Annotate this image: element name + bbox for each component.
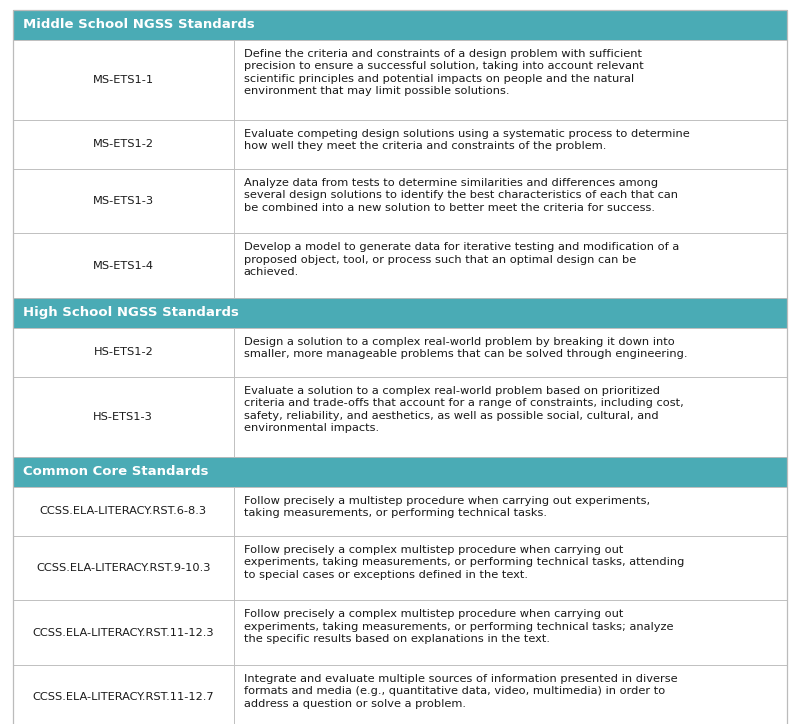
- Bar: [234, 600, 787, 665]
- Bar: [13, 120, 234, 169]
- Bar: [234, 536, 787, 600]
- Bar: [234, 665, 787, 724]
- Text: CCSS.ELA-LITERACY.RST.11-12.7: CCSS.ELA-LITERACY.RST.11-12.7: [33, 692, 214, 702]
- Text: HS-ETS1-3: HS-ETS1-3: [94, 412, 154, 422]
- Text: Evaluate a solution to a complex real-world problem based on prioritized
criteri: Evaluate a solution to a complex real-wo…: [243, 386, 683, 433]
- Text: Integrate and evaluate multiple sources of information presented in diverse
form: Integrate and evaluate multiple sources …: [243, 674, 678, 709]
- Text: Develop a model to generate data for iterative testing and modification of a
pro: Develop a model to generate data for ite…: [243, 243, 679, 277]
- Text: High School NGSS Standards: High School NGSS Standards: [23, 306, 239, 319]
- Bar: [13, 40, 234, 120]
- Text: Middle School NGSS Standards: Middle School NGSS Standards: [23, 19, 254, 32]
- Text: MS-ETS1-2: MS-ETS1-2: [93, 140, 154, 149]
- Text: Common Core Standards: Common Core Standards: [23, 466, 209, 479]
- Bar: [13, 10, 787, 40]
- Bar: [234, 487, 787, 536]
- Bar: [234, 377, 787, 457]
- Text: MS-ETS1-4: MS-ETS1-4: [93, 261, 154, 271]
- Bar: [13, 457, 787, 487]
- Bar: [13, 298, 787, 328]
- Text: Analyze data from tests to determine similarities and differences among
several : Analyze data from tests to determine sim…: [243, 178, 678, 213]
- Bar: [13, 665, 234, 724]
- Text: Design a solution to a complex real-world problem by breaking it down into
small: Design a solution to a complex real-worl…: [243, 337, 687, 359]
- Bar: [13, 328, 234, 377]
- Text: CCSS.ELA-LITERACY.RST.6-8.3: CCSS.ELA-LITERACY.RST.6-8.3: [40, 507, 207, 516]
- Text: CCSS.ELA-LITERACY.RST.11-12.3: CCSS.ELA-LITERACY.RST.11-12.3: [33, 628, 214, 638]
- Bar: [13, 487, 234, 536]
- Text: Define the criteria and constraints of a design problem with sufficient
precisio: Define the criteria and constraints of a…: [243, 49, 643, 96]
- Bar: [234, 120, 787, 169]
- Bar: [13, 377, 234, 457]
- Text: Follow precisely a multistep procedure when carrying out experiments,
taking mea: Follow precisely a multistep procedure w…: [243, 496, 650, 518]
- Bar: [13, 234, 234, 298]
- Text: CCSS.ELA-LITERACY.RST.9-10.3: CCSS.ELA-LITERACY.RST.9-10.3: [36, 563, 210, 573]
- Text: Follow precisely a complex multistep procedure when carrying out
experiments, ta: Follow precisely a complex multistep pro…: [243, 545, 684, 580]
- Bar: [234, 328, 787, 377]
- Text: MS-ETS1-1: MS-ETS1-1: [93, 75, 154, 85]
- Bar: [13, 600, 234, 665]
- Text: HS-ETS1-2: HS-ETS1-2: [94, 348, 153, 358]
- Bar: [234, 40, 787, 120]
- Bar: [234, 234, 787, 298]
- Text: Evaluate competing design solutions using a systematic process to determine
how : Evaluate competing design solutions usin…: [243, 129, 690, 151]
- Bar: [13, 169, 234, 234]
- Text: Follow precisely a complex multistep procedure when carrying out
experiments, ta: Follow precisely a complex multistep pro…: [243, 610, 673, 644]
- Text: MS-ETS1-3: MS-ETS1-3: [93, 196, 154, 206]
- Bar: [234, 169, 787, 234]
- Bar: [13, 536, 234, 600]
